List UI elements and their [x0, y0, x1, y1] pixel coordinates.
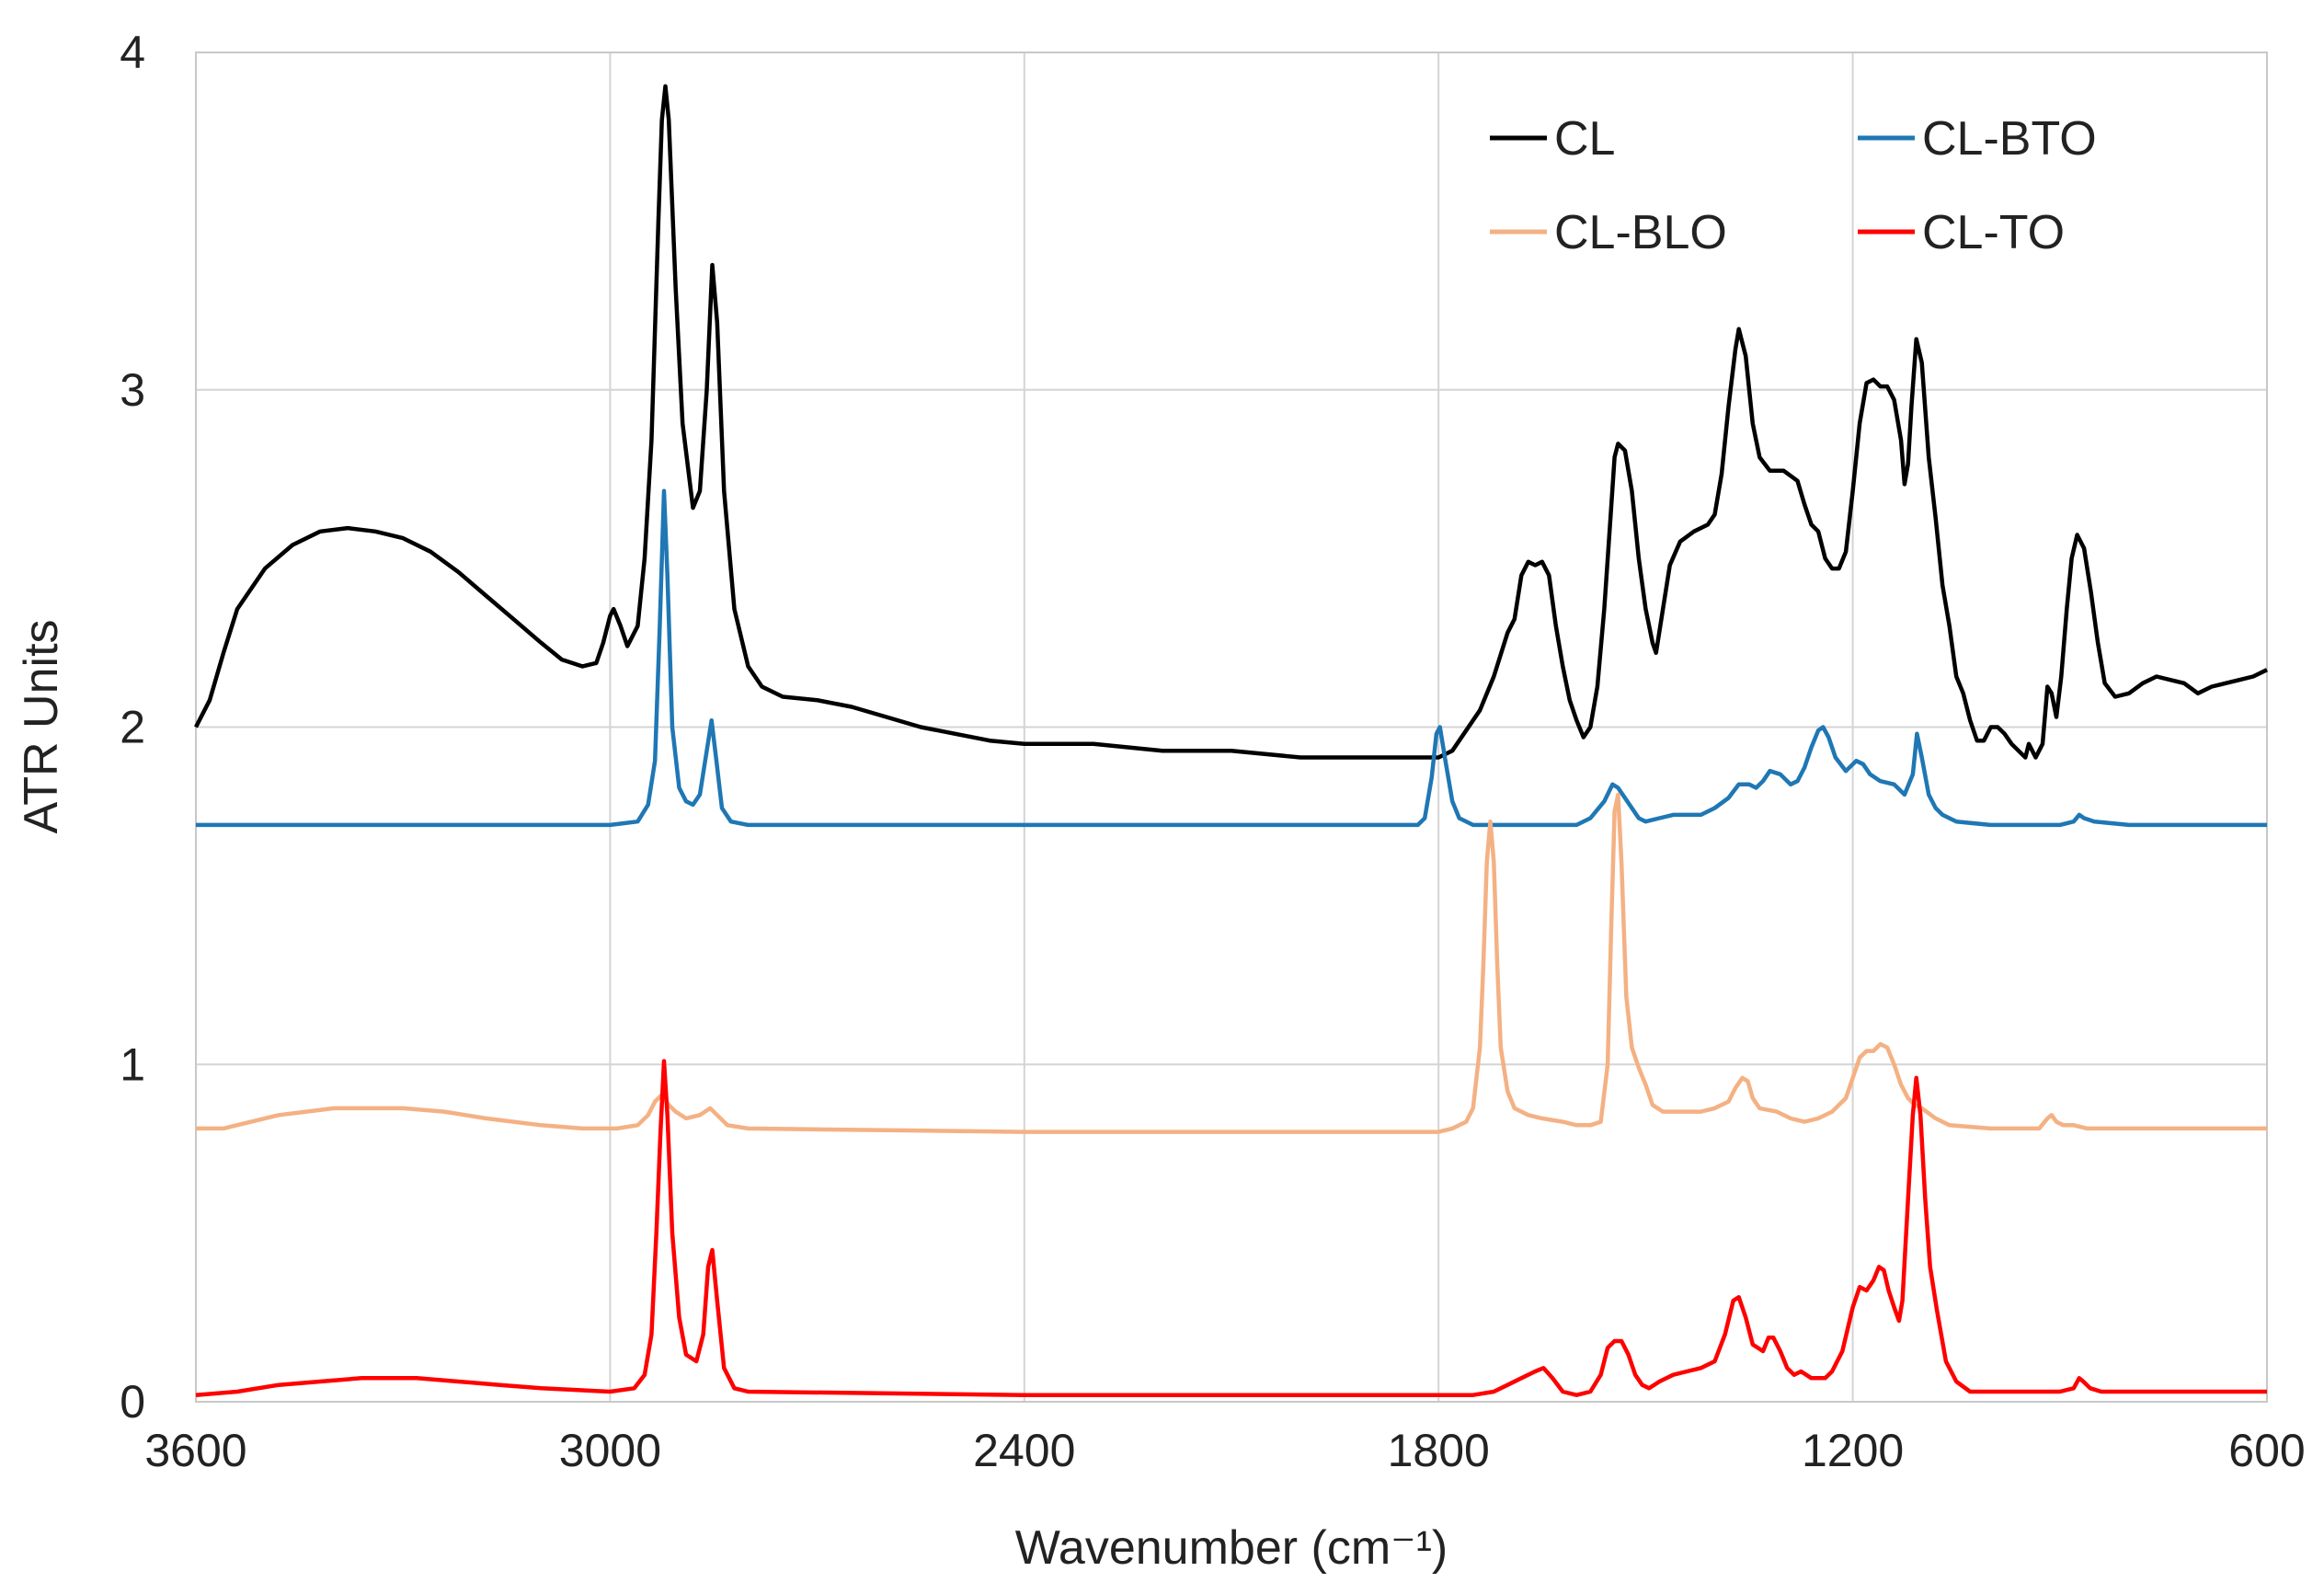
- x-tick-labels: 3600 3000 2400 1800 1200 600: [144, 1425, 2305, 1476]
- x-tick-label: 1200: [1802, 1425, 1904, 1476]
- y-tick-label: 1: [120, 1038, 145, 1090]
- x-tick-label: 3000: [559, 1425, 661, 1476]
- series-line-cl-blo: [196, 792, 2267, 1134]
- legend-label: CL: [1554, 112, 1615, 166]
- y-tick-label: 4: [120, 27, 145, 78]
- y-tick-label: 3: [120, 364, 145, 416]
- x-axis-title: Wavenumber (cm⁻¹): [1015, 1521, 1448, 1575]
- y-axis-title: ATR Units: [15, 619, 68, 833]
- x-tick-label: 1800: [1388, 1425, 1490, 1476]
- legend: CL CL-BTO CL-BLO CL-TO: [1490, 112, 2097, 259]
- legend-label: CL-TO: [1922, 206, 2065, 259]
- series-line-cl: [193, 84, 2268, 760]
- series-layer: [193, 84, 2268, 1397]
- series-line-cl-to: [195, 1059, 2267, 1397]
- y-tick-labels: 0 1 2 3 4: [120, 27, 145, 1428]
- y-tick-label: 2: [120, 702, 145, 753]
- legend-label: CL-BTO: [1922, 112, 2097, 166]
- series-line-cl-bto: [196, 488, 2267, 828]
- x-tick-label: 3600: [144, 1425, 246, 1476]
- x-tick-label: 600: [2228, 1425, 2305, 1476]
- x-tick-label: 2400: [973, 1425, 1075, 1476]
- y-tick-label: 0: [120, 1376, 145, 1428]
- legend-label: CL-BLO: [1554, 206, 1727, 259]
